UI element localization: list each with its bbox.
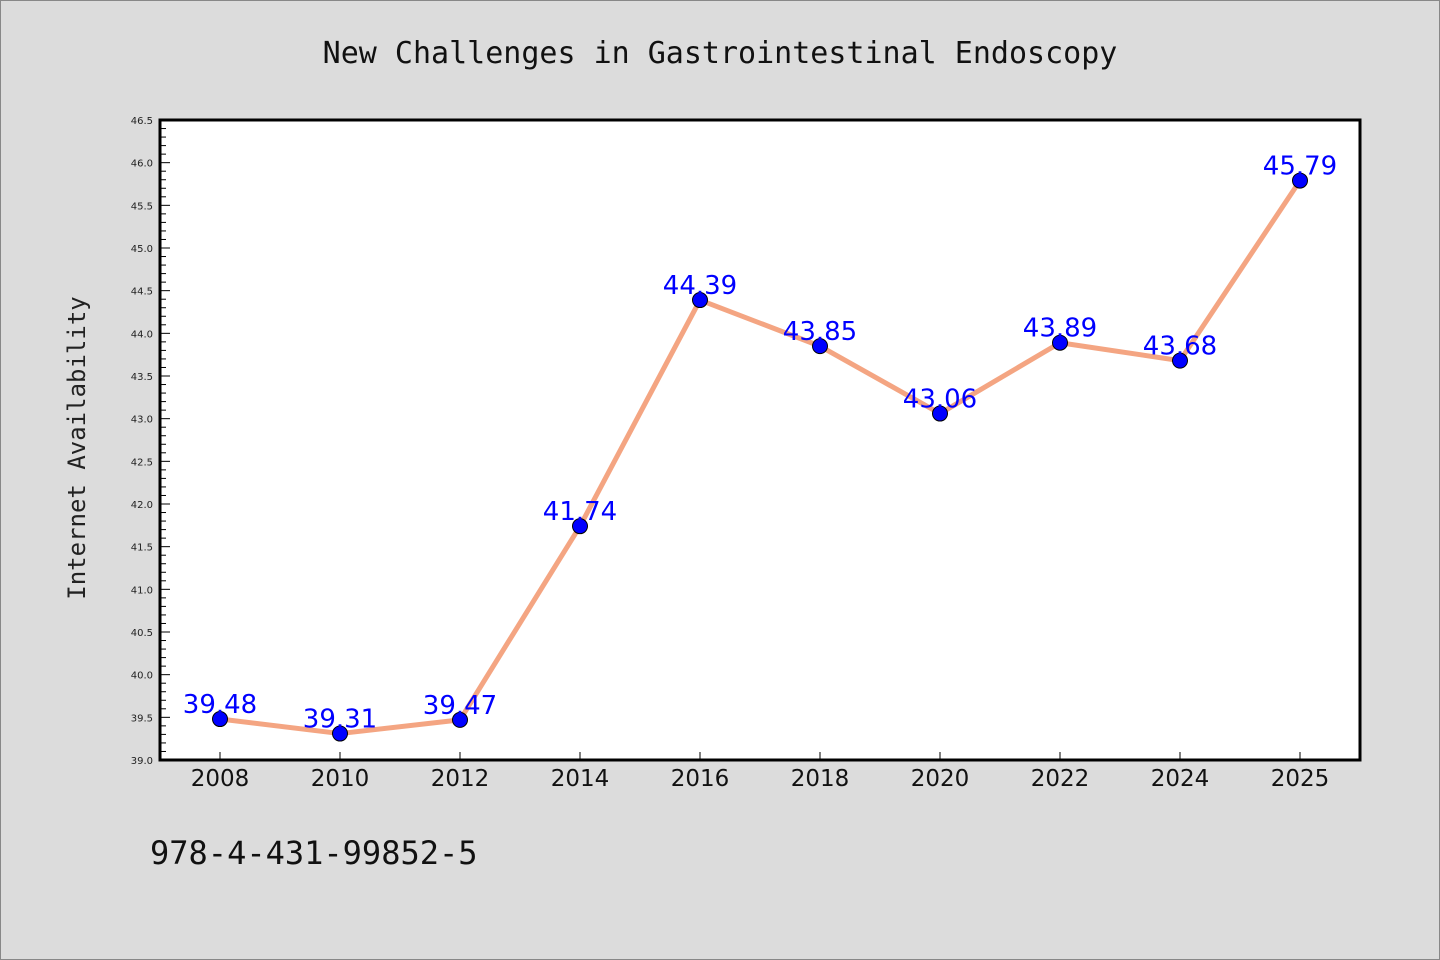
y-tick-label: 41.0 [131, 585, 153, 596]
y-tick-label: 40.5 [131, 628, 153, 639]
data-label: 39.31 [303, 705, 377, 735]
data-point [212, 711, 228, 728]
data-label: 43.68 [1143, 332, 1217, 362]
plot-area [160, 120, 1360, 760]
y-tick-label: 43.5 [131, 372, 153, 383]
x-tick-label: 2024 [1151, 766, 1210, 792]
data-point [812, 338, 828, 355]
data-point [1292, 172, 1308, 189]
x-tick-label: 2014 [551, 766, 610, 792]
data-label: 43.85 [783, 317, 857, 347]
y-tick-label: 45.0 [131, 244, 153, 255]
plot-frame [158, 118, 1362, 762]
y-tick-label: 41.5 [131, 543, 153, 554]
x-tick-label: 2016 [671, 766, 730, 792]
y-tick-label: 42.0 [131, 500, 153, 511]
data-point [572, 518, 588, 535]
y-axis-ticks: 39.0 39.5 40.0 40.5 41.0 41.5 42.0 42.5 43.0 43.5… [131, 116, 170, 767]
y-tick-label: 40.0 [131, 671, 153, 682]
y-tick-label: 45.5 [131, 201, 153, 212]
series-line [217, 178, 1303, 737]
x-tick-label: 2025 [1271, 766, 1330, 792]
data-label: 39.47 [423, 691, 497, 721]
series-group: 39.48 39.31 39.47 41.74 44.39 43.85 43.06 43.89… [183, 152, 1337, 742]
y-tick-label: 46.5 [131, 116, 153, 127]
x-axis-ticks: 2008 2010 2012 2014 2016 2018 2020 2022 2024 2025 [191, 752, 1330, 792]
data-point [932, 405, 948, 422]
isbn-footer: 978-4-431-99852-5 [150, 834, 478, 872]
data-point [1052, 334, 1068, 351]
data-label: 45.79 [1263, 152, 1337, 182]
y-tick-label: 39.5 [131, 713, 153, 724]
y-tick-label: 44.5 [131, 287, 153, 298]
data-label: 44.39 [663, 271, 737, 301]
x-tick-label: 2020 [911, 766, 970, 792]
y-tick-label: 39.0 [131, 756, 153, 767]
y-tick-label: 44.0 [131, 329, 153, 340]
x-tick-label: 2010 [311, 766, 370, 792]
chart-title: New Challenges in Gastrointestinal Endos… [323, 36, 1118, 71]
data-label: 39.48 [183, 690, 257, 720]
data-point [692, 292, 708, 309]
x-tick-label: 2018 [791, 766, 850, 792]
y-tick-label: 43.0 [131, 415, 153, 426]
data-label: 41.74 [543, 497, 617, 527]
x-tick-label: 2008 [191, 766, 250, 792]
data-point [332, 725, 348, 742]
data-point [452, 711, 468, 728]
x-tick-label: 2022 [1031, 766, 1090, 792]
y-axis-label: Internet Availability [63, 296, 91, 599]
data-label: 43.06 [903, 385, 977, 415]
x-tick-label: 2012 [431, 766, 490, 792]
y-tick-label: 42.5 [131, 457, 153, 468]
y-tick-label: 46.0 [131, 159, 153, 170]
data-label: 43.89 [1023, 314, 1097, 344]
data-point [1172, 352, 1188, 369]
